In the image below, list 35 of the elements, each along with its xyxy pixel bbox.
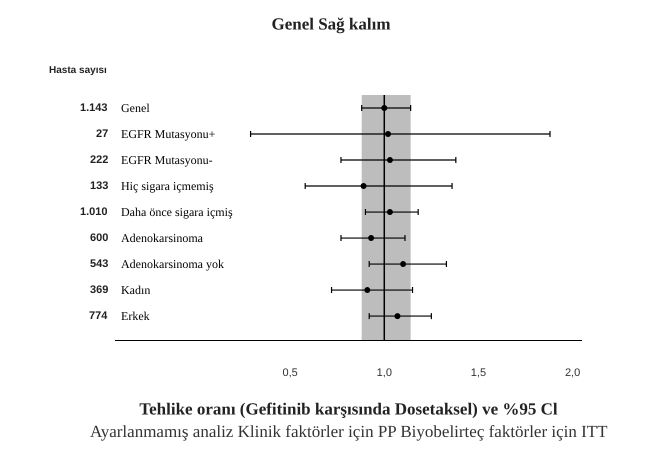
point [400, 261, 406, 268]
text: 774 [89, 310, 108, 322]
y-tick-label: Kadın [121, 283, 150, 297]
chart-title: Genel Sağ kalım [271, 14, 391, 34]
text: 27 [96, 128, 108, 140]
y-tick-label: Genel [121, 101, 150, 115]
point [368, 235, 374, 242]
y-tick-label: Hiç sigara içmemiş [121, 179, 214, 193]
y-tick-label: Erkek [121, 309, 150, 323]
point [360, 183, 367, 190]
point [385, 131, 392, 138]
text: 1.010 [80, 206, 108, 218]
text: Hasta sayısı [49, 65, 108, 76]
y-tick-label: Daha önce sigara içmiş [121, 205, 233, 219]
x-tick-label: 1,0 [376, 367, 392, 380]
x-tick-label: 2,0 [564, 367, 580, 380]
point [381, 105, 388, 111]
x-axis-title: Tehlike oranı (Gefitinib karşısında Dosetaksel) ve %95 Cl [139, 400, 558, 419]
y-tick-label: Adenokarsinoma yok [121, 257, 224, 271]
text: 600 [90, 232, 108, 244]
y-tick-label: EGFR Mutasyonu+ [121, 127, 216, 141]
x-tick-label: 0,5 [282, 367, 298, 380]
text: 133 [90, 180, 108, 192]
text: 1.143 [80, 102, 108, 114]
x-tick-label: 1,5 [470, 367, 486, 380]
point [364, 287, 370, 294]
text: Ayarlanmamış analiz Klinik faktörler için PP Biyobelirteç faktörler için ITT [90, 422, 608, 441]
point [386, 157, 393, 164]
text: 369 [90, 284, 108, 296]
y-tick-label: Adenokarsinoma [121, 231, 204, 245]
point [386, 209, 393, 216]
text: 222 [90, 154, 108, 166]
y-tick-label: EGFR Mutasyonu- [121, 153, 213, 167]
text: 543 [90, 258, 108, 270]
point [394, 313, 400, 320]
